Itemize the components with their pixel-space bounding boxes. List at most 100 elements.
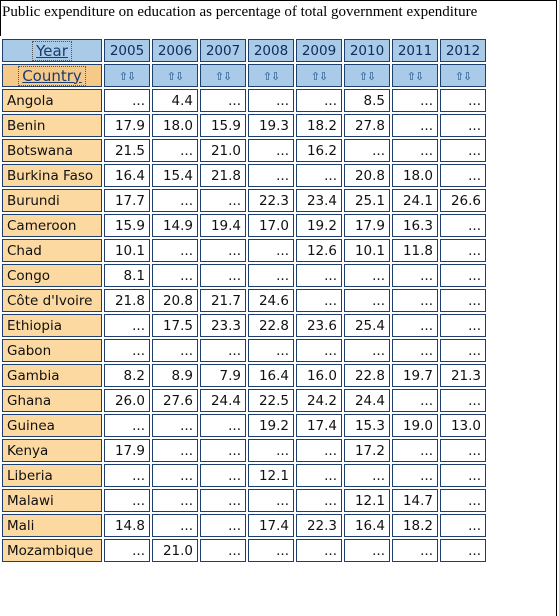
value-cell: ...: [440, 139, 486, 162]
country-cell: Angola: [2, 89, 102, 112]
value-cell: ...: [296, 164, 342, 187]
sort-toggle[interactable]: ⇧⇩: [248, 64, 294, 87]
value-cell: 21.8: [104, 289, 150, 312]
table-row: Gambia 8.2 8.9 7.9 16.4 16.0 22.8 19.7 21.3: [2, 364, 486, 387]
value-cell: ...: [440, 514, 486, 537]
table-row: Mozambique... 21.0..................: [2, 539, 486, 562]
table-row: Cameroon 15.9 14.9 19.4 17.0 19.2 17.9 16.3...: [2, 214, 486, 237]
value-cell: ...: [392, 289, 438, 312]
value-cell: ...: [248, 164, 294, 187]
value-cell: 11.8: [392, 239, 438, 262]
sort-toggle[interactable]: ⇧⇩: [152, 64, 198, 87]
sort-toggle[interactable]: ⇧⇩: [296, 64, 342, 87]
frame-border: [556, 36, 557, 616]
country-cell: Mali: [2, 514, 102, 537]
table-row: Ghana 26.0 27.6 24.4 22.5 24.2 24.4......: [2, 389, 486, 412]
sort-arrows-icon[interactable]: ⇧⇩: [118, 69, 136, 83]
country-cell: Côte d'Ivoire: [2, 289, 102, 312]
value-cell: 21.8: [200, 164, 246, 187]
sort-toggle[interactable]: ⇧⇩: [200, 64, 246, 87]
value-cell: ...: [200, 239, 246, 262]
value-cell: 27.6: [152, 389, 198, 412]
value-cell: ...: [440, 164, 486, 187]
value-cell: ...: [392, 439, 438, 462]
value-cell: 17.7: [104, 189, 150, 212]
value-cell: 22.8: [248, 314, 294, 337]
table-row: Kenya 17.9............ 17.2......: [2, 439, 486, 462]
value-cell: 14.8: [104, 514, 150, 537]
value-cell: ...: [296, 289, 342, 312]
country-cell: Benin: [2, 114, 102, 137]
sort-toggle[interactable]: ⇧⇩: [440, 64, 486, 87]
value-cell: 8.5: [344, 89, 390, 112]
value-cell: ...: [392, 114, 438, 137]
value-cell: 19.4: [200, 214, 246, 237]
sort-arrows-icon[interactable]: ⇧⇩: [454, 69, 472, 83]
value-cell: ...: [440, 114, 486, 137]
value-cell: 16.2: [296, 139, 342, 162]
sort-arrows-icon[interactable]: ⇧⇩: [166, 69, 184, 83]
value-cell: 16.4: [344, 514, 390, 537]
value-cell: ...: [248, 539, 294, 562]
value-cell: ...: [152, 439, 198, 462]
value-cell: 15.3: [344, 414, 390, 437]
data-table: Year 2005 2006 2007 2008 2009 2010 2011 …: [0, 37, 488, 564]
value-cell: ...: [296, 489, 342, 512]
value-cell: ...: [392, 89, 438, 112]
value-cell: ...: [296, 339, 342, 362]
table-title: Public expenditure on education as perce…: [0, 0, 557, 36]
value-cell: 15.9: [104, 214, 150, 237]
value-cell: 23.3: [200, 314, 246, 337]
value-cell: ...: [296, 264, 342, 287]
year-header-row: Year 2005 2006 2007 2008 2009 2010 2011 …: [2, 39, 486, 62]
country-cell: Congo: [2, 264, 102, 287]
sort-arrows-icon[interactable]: ⇧⇩: [214, 69, 232, 83]
value-cell: ...: [392, 464, 438, 487]
year-header: 2009: [296, 39, 342, 62]
value-cell: ...: [152, 514, 198, 537]
value-cell: ...: [152, 414, 198, 437]
value-cell: 17.9: [104, 439, 150, 462]
year-sort-link[interactable]: Year: [32, 40, 72, 61]
value-cell: ...: [248, 439, 294, 462]
table-row: Angola... 4.4......... 8.5......: [2, 89, 486, 112]
country-cell: Burkina Faso: [2, 164, 102, 187]
country-sort-link[interactable]: Country: [18, 65, 86, 86]
value-cell: 19.3: [248, 114, 294, 137]
sort-toggle[interactable]: ⇧⇩: [104, 64, 150, 87]
sort-arrows-icon[interactable]: ⇧⇩: [310, 69, 328, 83]
value-cell: ...: [440, 539, 486, 562]
table-row: Liberia......... 12.1............: [2, 464, 486, 487]
value-cell: 25.1: [344, 189, 390, 212]
sort-arrows-icon[interactable]: ⇧⇩: [406, 69, 424, 83]
value-cell: ...: [440, 389, 486, 412]
value-cell: ...: [440, 289, 486, 312]
value-cell: ...: [392, 389, 438, 412]
value-cell: ...: [440, 214, 486, 237]
year-header: 2007: [200, 39, 246, 62]
value-cell: 7.9: [200, 364, 246, 387]
country-cell: Burundi: [2, 189, 102, 212]
sort-arrows-icon[interactable]: ⇧⇩: [358, 69, 376, 83]
country-cell: Botswana: [2, 139, 102, 162]
sort-toggle[interactable]: ⇧⇩: [344, 64, 390, 87]
value-cell: 20.8: [152, 289, 198, 312]
value-cell: 21.3: [440, 364, 486, 387]
value-cell: 21.0: [200, 139, 246, 162]
value-cell: ...: [440, 264, 486, 287]
value-cell: ...: [344, 339, 390, 362]
year-header: 2012: [440, 39, 486, 62]
value-cell: 17.5: [152, 314, 198, 337]
value-cell: ...: [200, 514, 246, 537]
country-cell: Ethiopia: [2, 314, 102, 337]
value-cell: 17.4: [248, 514, 294, 537]
country-cell: Cameroon: [2, 214, 102, 237]
value-cell: 18.0: [392, 164, 438, 187]
value-cell: 10.1: [344, 239, 390, 262]
table-row: Malawi............... 12.1 14.7...: [2, 489, 486, 512]
value-cell: ...: [440, 239, 486, 262]
sort-arrows-icon[interactable]: ⇧⇩: [262, 69, 280, 83]
value-cell: ...: [200, 489, 246, 512]
sort-toggle[interactable]: ⇧⇩: [392, 64, 438, 87]
value-cell: ...: [440, 339, 486, 362]
